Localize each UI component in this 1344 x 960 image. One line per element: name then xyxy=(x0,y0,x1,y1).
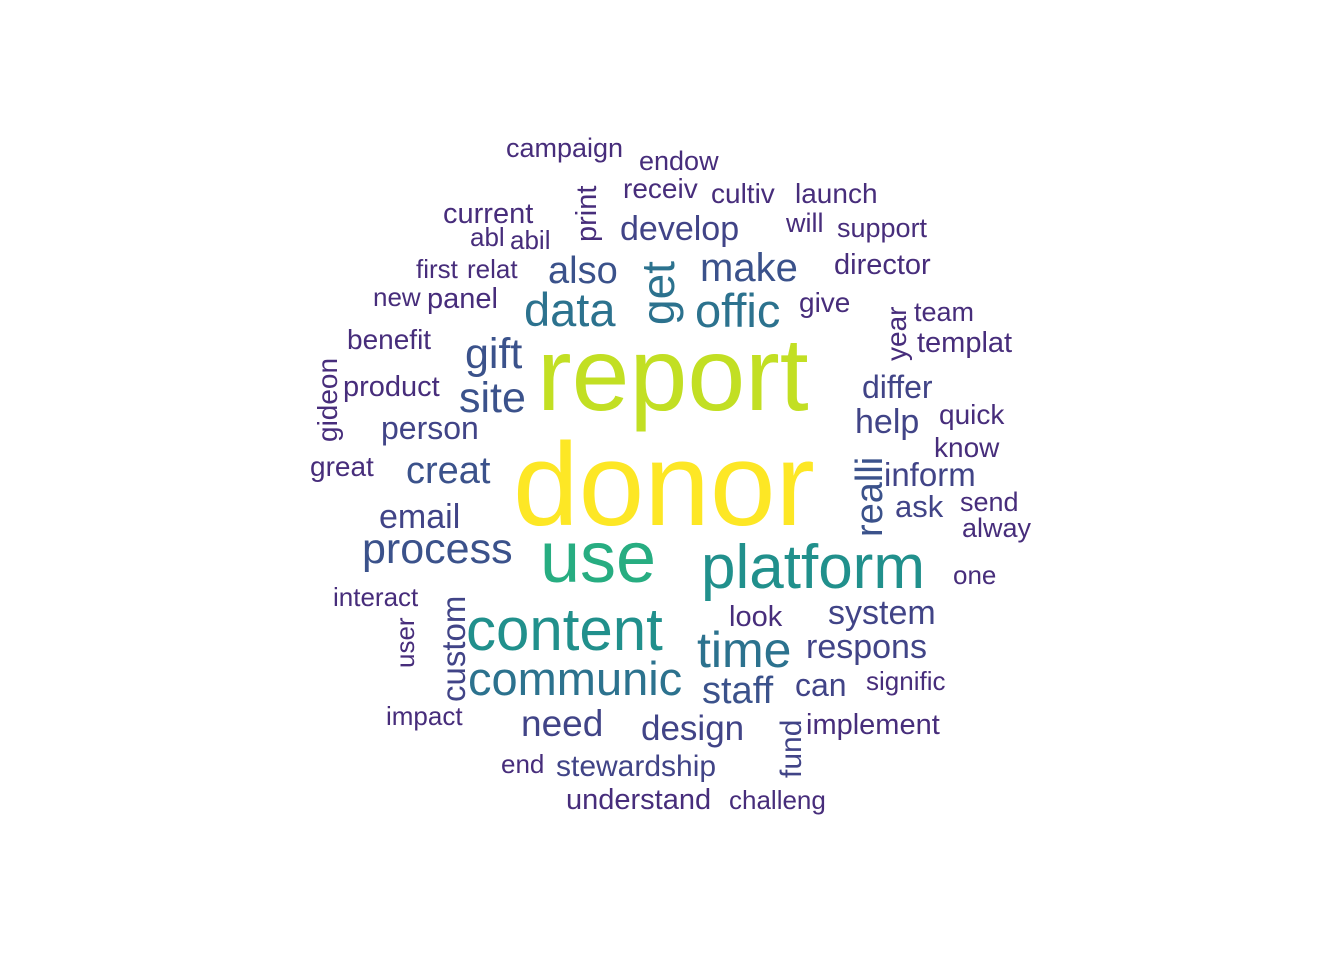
word-make: make xyxy=(700,246,798,290)
word-data: data xyxy=(524,283,616,336)
word-endow: endow xyxy=(639,146,719,176)
word-inform: inform xyxy=(884,456,976,493)
word-look: look xyxy=(729,601,783,633)
word-user: user xyxy=(390,617,420,668)
word-end: end xyxy=(501,749,544,779)
word-donor: donor xyxy=(513,419,815,551)
word-relat: relat xyxy=(467,254,518,284)
word-email: email xyxy=(379,498,460,536)
word-report: report xyxy=(537,317,809,433)
word-gideon: gideon xyxy=(312,358,343,442)
word-launch: launch xyxy=(795,178,878,209)
word-also: also xyxy=(548,250,618,292)
word-templat: templat xyxy=(917,327,1012,359)
word-differ: differ xyxy=(862,369,933,405)
word-design: design xyxy=(641,709,744,748)
word-content: content xyxy=(466,596,663,663)
word-campaign: campaign xyxy=(506,133,623,163)
word-alway: alway xyxy=(962,513,1032,543)
word-understand: understand xyxy=(566,784,711,816)
word-quick: quick xyxy=(939,399,1005,430)
word-director: director xyxy=(834,249,931,281)
word-send: send xyxy=(960,487,1019,517)
word-know: know xyxy=(934,432,1000,463)
word-develop: develop xyxy=(620,210,739,248)
word-product: product xyxy=(343,371,440,403)
word-offic: offic xyxy=(695,284,780,337)
word-panel: panel xyxy=(427,283,498,315)
word-year: year xyxy=(881,307,912,361)
word-stewardship: stewardship xyxy=(556,750,716,783)
word-person: person xyxy=(381,410,479,446)
word-get: get xyxy=(632,261,684,325)
word-platform: platform xyxy=(701,533,925,602)
word-signific: signific xyxy=(866,666,945,696)
word-gift: gift xyxy=(465,330,522,378)
word-time: time xyxy=(697,622,791,678)
word-current: current xyxy=(443,198,533,230)
word-new: new xyxy=(373,282,421,312)
word-team: team xyxy=(914,297,974,327)
word-creat: creat xyxy=(406,450,491,492)
word-receiv: receiv xyxy=(623,173,698,204)
word-one: one xyxy=(953,560,996,590)
word-communic: communic xyxy=(468,652,682,705)
word-system: system xyxy=(828,594,936,632)
word-realli: realli xyxy=(849,457,891,537)
word-site: site xyxy=(459,374,526,422)
word-great: great xyxy=(310,451,374,482)
word-abl: abl xyxy=(470,222,505,252)
word-staff: staff xyxy=(702,670,774,712)
word-give: give xyxy=(799,287,850,318)
word-need: need xyxy=(521,703,603,744)
word-implement: implement xyxy=(806,709,940,741)
word-cultiv: cultiv xyxy=(711,178,775,209)
word-interact: interact xyxy=(333,582,419,612)
word-support: support xyxy=(837,213,928,243)
word-print: print xyxy=(571,186,603,242)
word-will: will xyxy=(785,208,824,238)
word-use: use xyxy=(540,518,656,598)
word-challeng: challeng xyxy=(729,785,826,815)
word-custom: custom xyxy=(435,596,472,702)
word-impact: impact xyxy=(386,701,463,731)
word-benefit: benefit xyxy=(347,324,431,355)
word-fund: fund xyxy=(775,720,808,778)
word-ask: ask xyxy=(895,489,944,524)
word-abil: abil xyxy=(510,225,550,255)
word-help: help xyxy=(855,403,919,441)
word-can: can xyxy=(795,667,847,703)
word-respons: respons xyxy=(806,628,927,666)
word-process: process xyxy=(362,525,513,573)
word-first: first xyxy=(416,254,459,284)
